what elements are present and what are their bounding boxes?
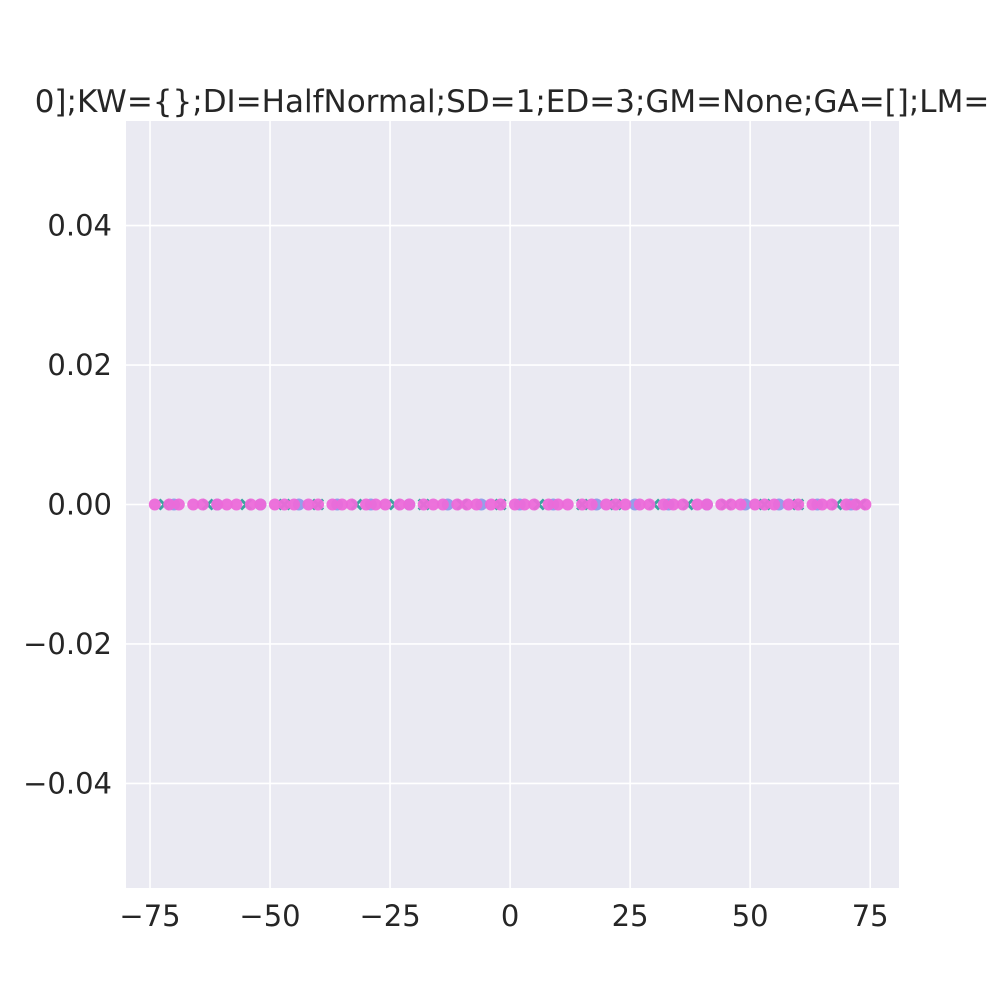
data-point bbox=[734, 498, 747, 511]
y-tick-label: −0.02 bbox=[23, 627, 112, 661]
data-point bbox=[393, 498, 406, 511]
data-point bbox=[417, 498, 430, 511]
data-point bbox=[460, 498, 473, 511]
data-point bbox=[172, 498, 185, 511]
data-point bbox=[360, 498, 373, 511]
data-point bbox=[302, 498, 315, 511]
data-point bbox=[220, 498, 233, 511]
x-tick-label: 25 bbox=[612, 899, 649, 933]
data-point bbox=[427, 498, 440, 511]
y-tick-label: 0.04 bbox=[47, 209, 112, 243]
data-points bbox=[148, 498, 872, 511]
data-point bbox=[244, 498, 257, 511]
data-point bbox=[187, 498, 200, 511]
data-point bbox=[859, 498, 872, 511]
x-tick-label: −25 bbox=[359, 899, 420, 933]
data-point bbox=[643, 498, 656, 511]
x-tick-label: 75 bbox=[852, 899, 889, 933]
data-point bbox=[345, 498, 358, 511]
data-point bbox=[268, 498, 281, 511]
data-point bbox=[508, 498, 521, 511]
x-tick-label: 50 bbox=[732, 899, 769, 933]
data-point bbox=[849, 498, 862, 511]
data-point bbox=[163, 498, 176, 511]
data-point bbox=[196, 498, 209, 511]
data-point bbox=[667, 498, 680, 511]
x-tick-label: −50 bbox=[239, 899, 300, 933]
y-tick-label: −0.04 bbox=[23, 766, 112, 800]
data-point bbox=[484, 498, 497, 511]
data-point bbox=[528, 498, 541, 511]
data-point bbox=[451, 498, 464, 511]
data-point bbox=[326, 498, 339, 511]
y-tick-label: 0.00 bbox=[47, 488, 112, 522]
data-point bbox=[470, 498, 483, 511]
data-point bbox=[748, 498, 761, 511]
data-point bbox=[816, 498, 829, 511]
data-point bbox=[619, 498, 632, 511]
data-point bbox=[768, 498, 781, 511]
data-point bbox=[552, 498, 565, 511]
data-point bbox=[211, 498, 224, 511]
data-point bbox=[782, 498, 795, 511]
data-point bbox=[288, 498, 301, 511]
data-point bbox=[657, 498, 670, 511]
data-point bbox=[715, 498, 728, 511]
data-point bbox=[336, 498, 349, 511]
y-axis: 0.04 0.02 0.00 −0.02 −0.04 bbox=[23, 209, 112, 801]
x-axis: −75 −50 −25 0 25 50 75 bbox=[119, 899, 888, 933]
data-point bbox=[609, 498, 622, 511]
data-point bbox=[542, 498, 555, 511]
data-point bbox=[312, 498, 325, 511]
data-point bbox=[403, 498, 416, 511]
data-point bbox=[518, 498, 531, 511]
x-tick-label: −75 bbox=[119, 899, 180, 933]
data-point bbox=[700, 498, 713, 511]
data-point bbox=[691, 498, 704, 511]
data-point bbox=[436, 498, 449, 511]
data-point bbox=[254, 498, 267, 511]
data-point bbox=[369, 498, 382, 511]
x-tick-label: 0 bbox=[501, 899, 519, 933]
data-point bbox=[148, 498, 161, 511]
data-point bbox=[758, 498, 771, 511]
data-point bbox=[825, 498, 838, 511]
data-point bbox=[792, 498, 805, 511]
chart-title: 0];KW={};DI=HalfNormal;SD=1;ED=3;GM=None… bbox=[35, 84, 990, 120]
data-point bbox=[840, 498, 853, 511]
data-point bbox=[379, 498, 392, 511]
data-point bbox=[230, 498, 243, 511]
data-point bbox=[576, 498, 589, 511]
data-point bbox=[561, 498, 574, 511]
data-point bbox=[585, 498, 598, 511]
data-point bbox=[633, 498, 646, 511]
data-point bbox=[278, 498, 291, 511]
data-point bbox=[600, 498, 613, 511]
data-point bbox=[494, 498, 507, 511]
y-tick-label: 0.02 bbox=[47, 348, 112, 382]
data-point bbox=[806, 498, 819, 511]
data-point bbox=[724, 498, 737, 511]
data-point bbox=[676, 498, 689, 511]
